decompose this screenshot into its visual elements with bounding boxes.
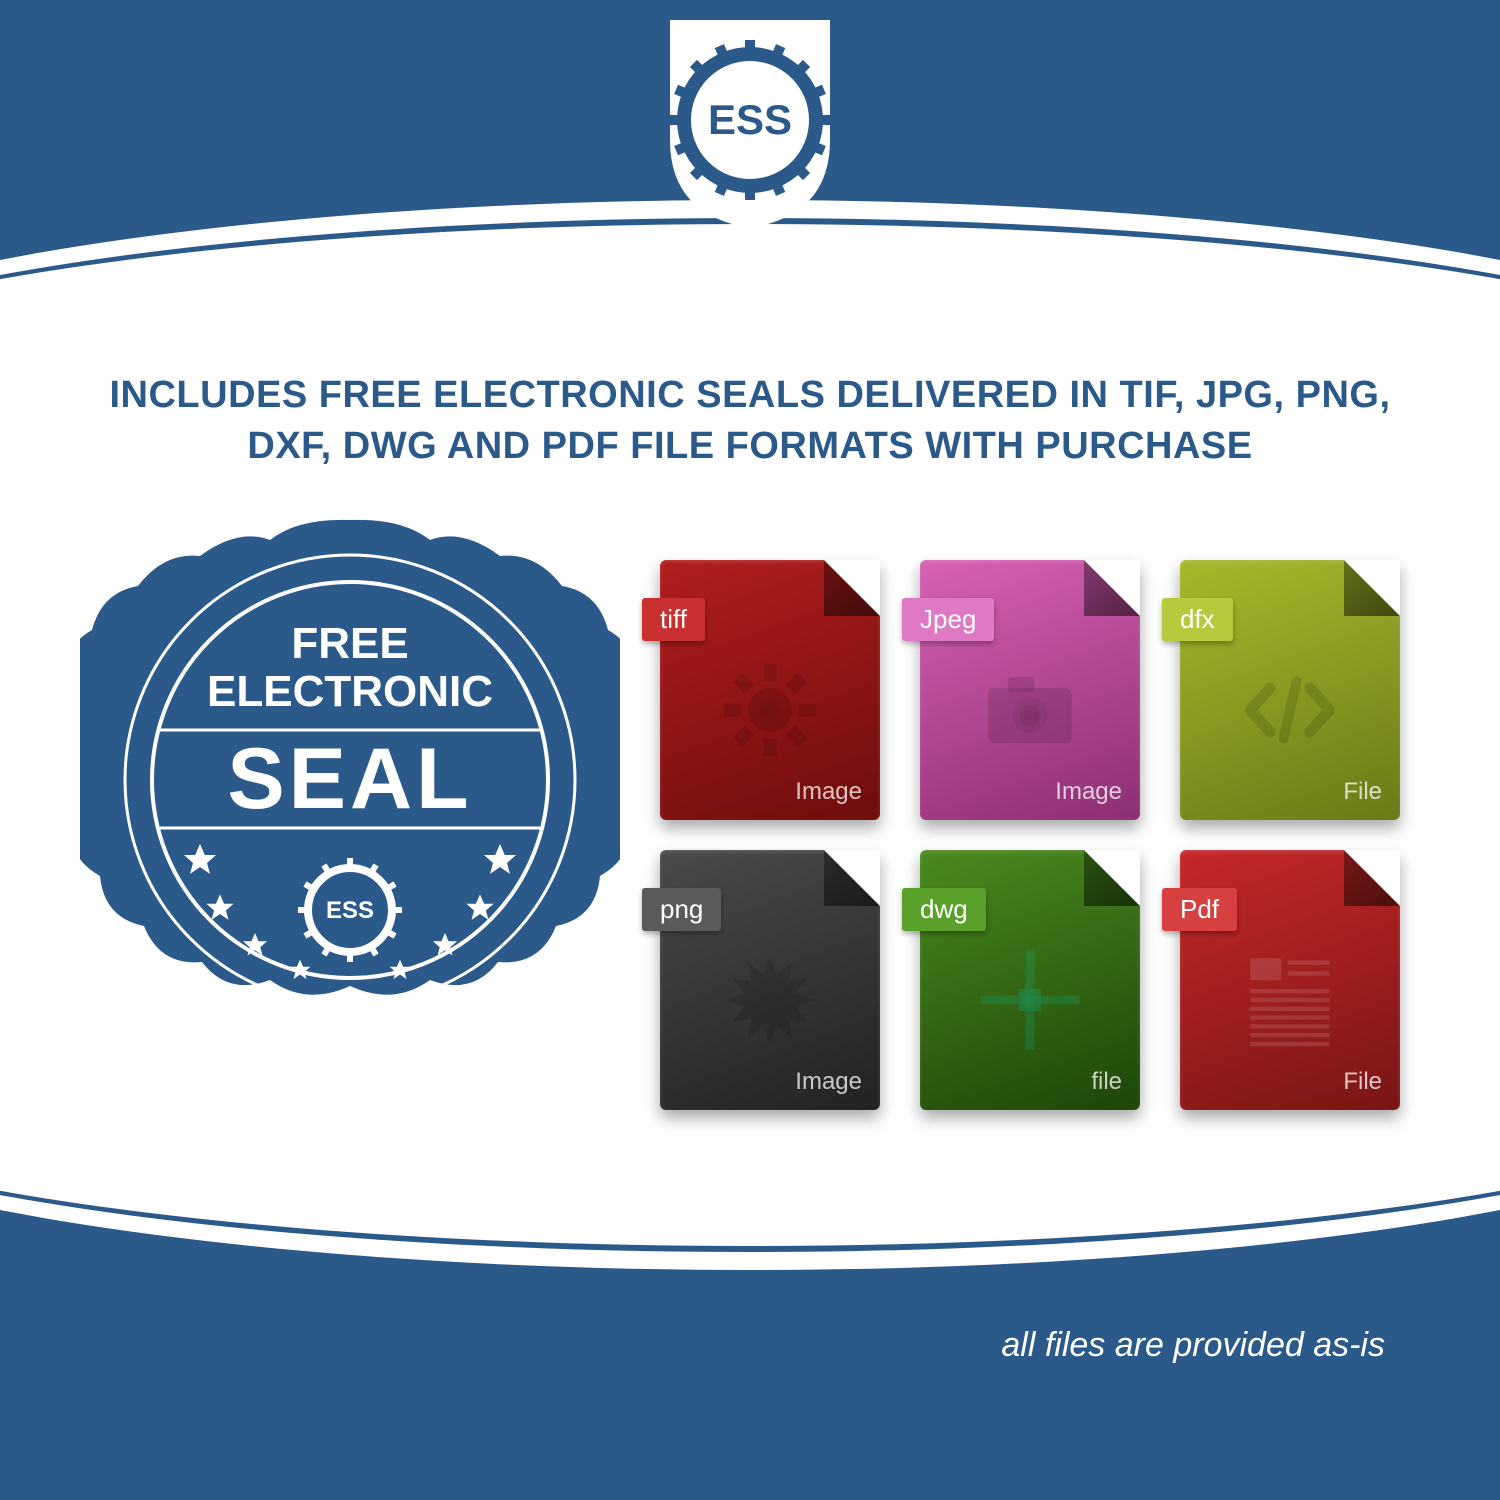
file-sub-label: Image <box>795 778 862 806</box>
file-format-label: Jpeg <box>902 598 994 641</box>
file-glyph-icon <box>710 945 830 1055</box>
seal-badge: FREE ELECTRONIC SEAL <box>80 510 620 1050</box>
seal-inner-logo: ESS <box>326 897 374 924</box>
file-format-label: dwg <box>902 888 986 931</box>
file-format-label: dfx <box>1162 598 1233 641</box>
file-icon-jpeg: JpegImage <box>920 560 1140 820</box>
file-format-label: Pdf <box>1162 888 1237 931</box>
headline: INCLUDES FREE ELECTRONIC SEALS DELIVERED… <box>80 370 1420 473</box>
seal-line1: FREE <box>291 619 408 668</box>
file-sub-label: File <box>1343 1068 1382 1096</box>
file-glyph-icon <box>1230 945 1350 1055</box>
file-sub-label: File <box>1343 778 1382 806</box>
file-format-label: png <box>642 888 721 931</box>
file-icon-dfx: dfxFile <box>1180 560 1400 820</box>
file-icon-pdf: PdfFile <box>1180 850 1400 1110</box>
footer-note: all files are provided as-is <box>1001 1326 1385 1365</box>
file-sub-label: Image <box>795 1068 862 1096</box>
file-glyph-icon <box>710 655 830 765</box>
file-sub-label: Image <box>1055 778 1122 806</box>
seal-line2: ELECTRONIC <box>207 667 493 716</box>
file-glyph-icon <box>970 945 1090 1055</box>
file-icon-tiff: tiffImage <box>660 560 880 820</box>
file-icon-png: pngImage <box>660 850 880 1110</box>
seal-line3: SEAL <box>227 731 472 827</box>
files-grid: tiffImage JpegImage dfxFile pngImage dwg… <box>660 560 1420 1110</box>
file-sub-label: file <box>1091 1068 1122 1096</box>
ess-logo: ESS <box>660 20 840 230</box>
file-glyph-icon <box>970 655 1090 765</box>
ess-logo-text: ESS <box>708 96 792 143</box>
file-glyph-icon <box>1230 655 1350 765</box>
file-icon-dwg: dwgfile <box>920 850 1140 1110</box>
file-format-label: tiff <box>642 598 705 641</box>
